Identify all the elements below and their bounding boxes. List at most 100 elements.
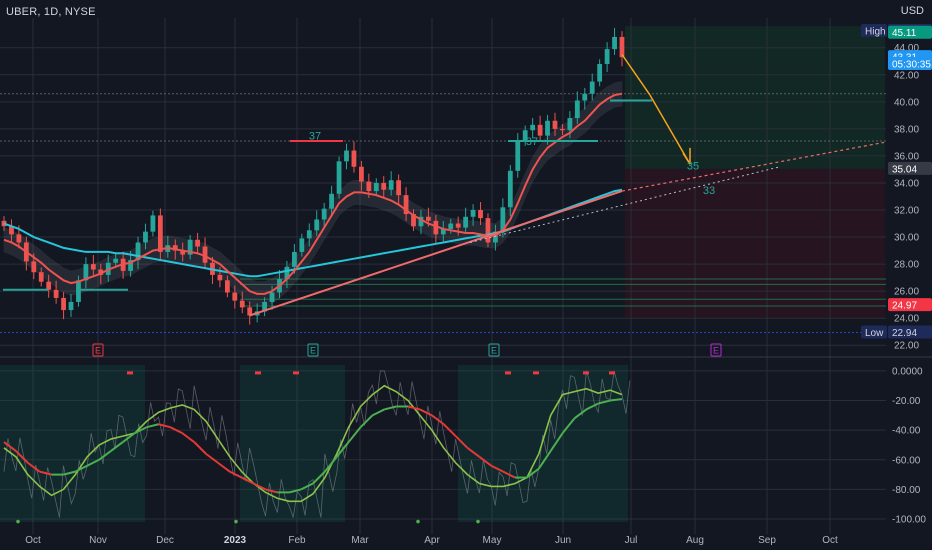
candle-body (143, 231, 148, 243)
candle-body (46, 281, 52, 290)
candle-body (515, 141, 521, 171)
candle-body (612, 36, 617, 50)
oscillator-line-slow (431, 414, 445, 426)
oscillator-raw (3, 370, 631, 518)
forecast-arrow (649, 94, 691, 165)
forecast-arrowhead (682, 147, 691, 165)
candle-body (426, 216, 431, 221)
oscillator-zone (240, 365, 345, 522)
x-axis-tick: 2023 (224, 535, 247, 546)
oscillator-line-slow (490, 464, 504, 473)
x-axis-tick: Oct (25, 535, 41, 546)
candle-body (31, 261, 37, 273)
oscillator-line-slow (324, 456, 338, 473)
ma-band (3, 81, 623, 307)
price-badge-label: 22.94 (892, 328, 917, 339)
candle-body (157, 215, 163, 252)
oscillator-line-slow (27, 461, 41, 473)
candle-body (463, 216, 469, 228)
candle-body (321, 208, 327, 220)
candle-body (507, 170, 513, 208)
overbought-marker (127, 371, 133, 375)
candle-body (500, 207, 506, 232)
oscillator-line-slow (537, 450, 552, 470)
oscillator-line-slow (454, 435, 469, 449)
candle-body (98, 269, 104, 275)
x-axis-tick: Mar (351, 535, 369, 546)
price-badge (888, 325, 932, 339)
oscillator-line-fast (3, 384, 623, 503)
candle-body (291, 251, 297, 267)
price-axis-tick: 26.00 (894, 287, 919, 298)
candle-body (574, 100, 580, 119)
candle-body (455, 223, 461, 228)
oversold-marker (16, 519, 20, 524)
oscillator-line-slow (15, 450, 29, 464)
price-axis-tick: 28.00 (894, 260, 919, 271)
price-axis-tick: 40.00 (894, 97, 919, 108)
overbought-marker (505, 371, 511, 375)
price-axis-tick: 32.00 (894, 206, 919, 217)
candle-body (619, 36, 625, 58)
candle-body (403, 195, 409, 215)
candle-body (336, 161, 342, 194)
candle-body (61, 297, 66, 311)
candle-body (388, 180, 394, 190)
candle-body (128, 260, 133, 271)
price-badge-label: 05:30:35 (892, 59, 931, 70)
oscillator-line-slow (110, 441, 124, 452)
oscillator-line-slow (158, 423, 171, 429)
candle-body (411, 214, 416, 227)
candle-body (373, 182, 379, 192)
candle-body (552, 120, 558, 129)
earnings-icon (488, 343, 500, 357)
price-axis-tick: 38.00 (894, 124, 919, 135)
oscillator-line-slow (478, 456, 492, 467)
price-badge (861, 23, 887, 37)
price-axis-tick: 36.00 (894, 151, 919, 162)
loss-zone (625, 168, 885, 319)
candle-body (470, 210, 476, 217)
price-badge-label: 45.11 (892, 28, 917, 39)
price-badge-label: High (865, 26, 886, 37)
candle-body (135, 242, 141, 261)
projection-dotted (469, 166, 781, 243)
candle-body (150, 215, 156, 232)
oscillator-axis-tick: -60.00 (892, 455, 921, 466)
x-axis-tick: Oct (822, 535, 838, 546)
candle-body (560, 128, 565, 131)
candle-body (418, 216, 424, 227)
oscillator-line-slow (384, 405, 397, 411)
candle-body (306, 230, 312, 239)
candle-body (68, 301, 74, 311)
oscillator-line-slow (39, 470, 52, 476)
oscillator-line-slow (205, 453, 219, 464)
price-badge (888, 161, 932, 175)
x-axis-tick: Nov (89, 535, 107, 546)
oscillator-axis-tick: -100.00 (892, 515, 926, 526)
earnings-marker: E (95, 346, 101, 356)
oscillator-line-slow (597, 399, 611, 405)
price-badge-label: 24.97 (892, 301, 917, 312)
candle-body (76, 280, 81, 302)
oscillator-line-slow (229, 470, 243, 479)
price-badge (861, 325, 887, 339)
oscillator-line-slow (359, 414, 374, 428)
oscillator-line-slow (288, 488, 302, 494)
candle-body (567, 118, 573, 131)
candle-body (351, 150, 357, 167)
overbought-marker (533, 371, 539, 375)
oscillator-line-slow (466, 447, 480, 458)
candle-body (329, 193, 335, 209)
price-axis-tick: 42.00 (894, 70, 919, 81)
candle-body (262, 301, 268, 312)
oscillator-line-slow (63, 470, 76, 476)
oscillator-axis-tick: 0.0000 (892, 366, 923, 377)
candle-body (485, 218, 491, 243)
oscillator-line-slow (98, 450, 112, 461)
symbol-label[interactable]: UBER, 1D, NYSE (6, 6, 96, 18)
candle-body (358, 166, 364, 182)
price-axis-tick: 24.00 (894, 314, 919, 325)
